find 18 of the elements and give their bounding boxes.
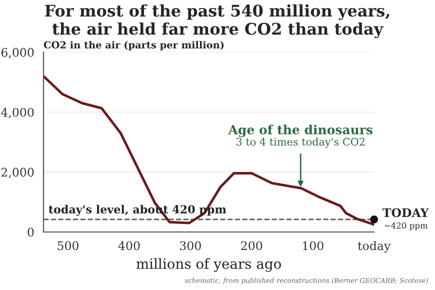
y-tick-label: 4,000 [1,108,34,118]
y-axis-title: CO2 in the air (parts per million) [44,40,224,50]
annotation: 3 to 4 times today's CO2 [236,138,364,148]
y-tick-label: 6,000 [1,48,34,58]
y-tick-label: 2,000 [1,168,34,178]
x-tick-label: 300 [180,241,201,250]
x-tick-label: 200 [241,241,262,250]
text: ~420 ppm [384,222,428,230]
y-tick-label: 0 [28,228,34,237]
x-tick-label: 500 [58,241,78,250]
x-tick-label: 400 [118,241,140,250]
annotation: Age of the dinosaurs [228,124,372,138]
annotation: TODAY [382,208,429,218]
line-series [44,74,374,226]
x-tick-label: today [358,241,391,253]
x-tick-label: 100 [303,241,324,250]
chart-title: For most of the past 540 million years, the air held far more CO2 than today [45,4,390,38]
x-axis-title: millions of years ago [136,258,281,272]
